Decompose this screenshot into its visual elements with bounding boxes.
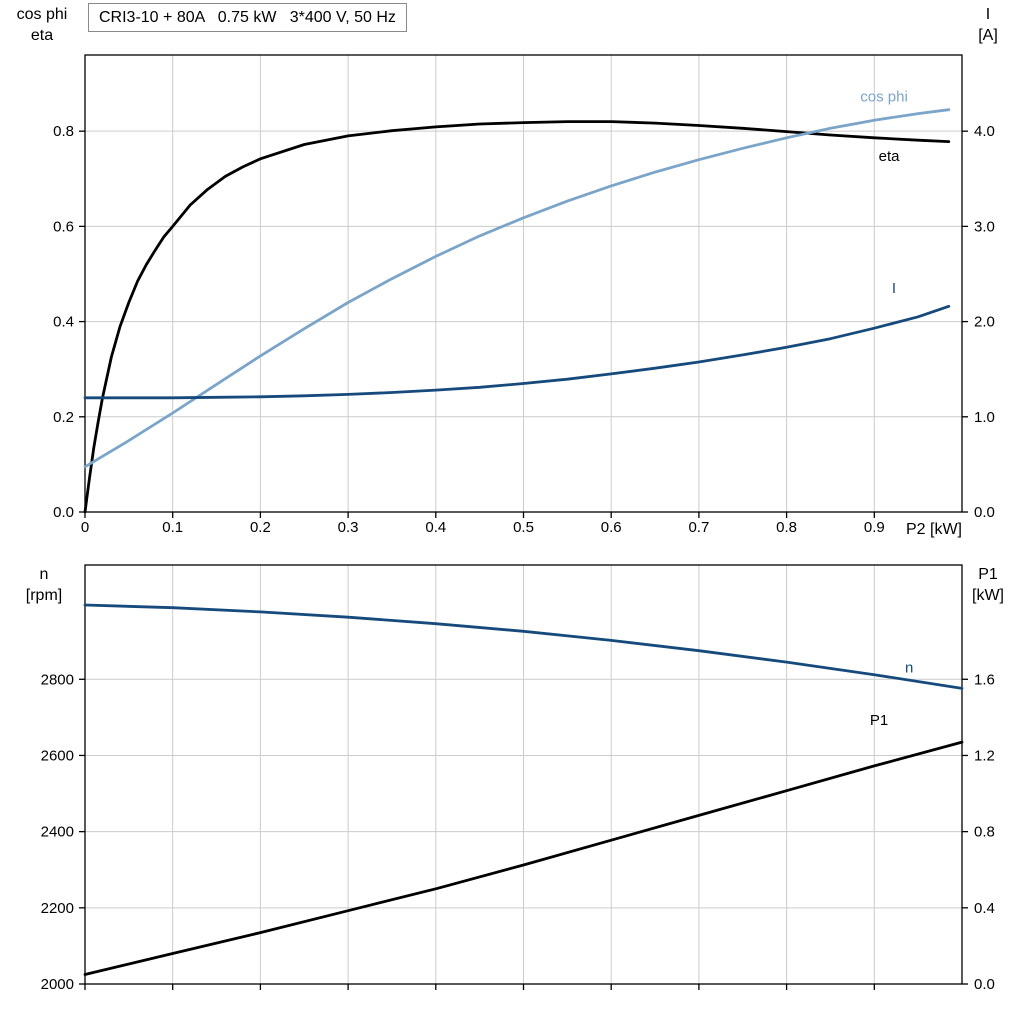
chart-lower-speed-power-curves: 2000 2200 2400 2600 2800 0.0 0.4 0.8 1.2 1.6 n P1 (41, 564, 995, 993)
lower-left-axis-label-line2: [rpm] (25, 587, 63, 604)
left-axis-tick-label: 0.4 (53, 314, 74, 331)
left-axis-tick-label: 2000 (41, 976, 74, 993)
upper-right-axis-label-line2: [A] (978, 27, 998, 44)
upper-x-axis-label: P2 [kW] (905, 521, 962, 538)
chart-title-box: CRI3-10 + 80A 0.75 kW 3*400 V, 50 Hz (88, 3, 407, 32)
series-line-I (83, 304, 951, 400)
right-axis-tick-label: 0.0 (974, 976, 995, 993)
lower-right-axis-label-line2: [kW] (972, 587, 1004, 604)
right-axis-tick-label: 1.6 (974, 671, 995, 688)
right-axis-tick-label: 1.2 (974, 747, 995, 764)
right-axis-tick-label: 1.0 (974, 409, 995, 426)
series-line-cos-phi (83, 108, 951, 469)
right-axis-tick-label: 4.0 (974, 123, 995, 140)
series-label-eta: eta (879, 148, 901, 165)
upper-right-axis-label: I [A] (956, 4, 1020, 46)
upper-left-axis-label-line2: eta (30, 27, 54, 44)
series-label-I: I (892, 280, 896, 297)
right-axis-tick-label: 0.0 (974, 504, 995, 521)
series-line-eta (83, 120, 951, 514)
lower-left-axis-label: n [rpm] (2, 564, 86, 606)
lower-right-axis-label: P1 [kW] (956, 564, 1020, 606)
lower-left-axis-label-line1: n (39, 566, 49, 583)
series-label-n: n (905, 659, 913, 676)
x-axis-tick-label: 0.6 (601, 519, 622, 536)
series-label-cos-phi: cos phi (860, 89, 908, 106)
right-axis-tick-label: 0.4 (974, 900, 995, 917)
right-axis-tick-label: 2.0 (974, 314, 995, 331)
x-axis-tick-label: 0.5 (513, 519, 534, 536)
chart-upper-motor-curves: 0 0.1 0.2 0.3 0.4 0.5 0.6 0.7 0.8 0.9 0.0 0.2 0.4 0.6… (53, 54, 995, 536)
left-axis-tick-label: 2200 (41, 900, 74, 917)
x-axis-tick-label: 0.8 (776, 519, 797, 536)
left-axis-tick-label: 2600 (41, 747, 74, 764)
x-axis-tick-label: 0.9 (864, 519, 885, 536)
x-axis-tick-label: 0.7 (688, 519, 709, 536)
series-label-P1: P1 (870, 712, 888, 729)
left-axis-tick-label: 0.0 (53, 504, 74, 521)
series-line-P1 (83, 740, 964, 976)
left-axis-tick-label: 0.2 (53, 409, 74, 426)
lower-right-axis-label-line1: P1 (978, 566, 998, 583)
left-axis-tick-label: 0.8 (53, 123, 74, 140)
x-axis-tick-label: 0.4 (425, 519, 446, 536)
upper-right-axis-label-line1: I (985, 6, 991, 23)
series-line-n (83, 603, 964, 690)
x-axis-tick-label: 0.3 (338, 519, 359, 536)
x-axis-tick-label: 0.1 (162, 519, 183, 536)
x-axis-tick-label: 0 (81, 519, 89, 536)
upper-left-axis-label-line1: cos phi (16, 6, 68, 23)
left-axis-tick-label: 2800 (41, 671, 74, 688)
right-axis-tick-label: 3.0 (974, 218, 995, 235)
right-axis-tick-label: 0.8 (974, 824, 995, 841)
x-axis-tick-label: 0.2 (250, 519, 271, 536)
left-axis-tick-label: 0.6 (53, 218, 74, 235)
upper-left-axis-label: cos phi eta (0, 4, 84, 46)
left-axis-tick-label: 2400 (41, 824, 74, 841)
